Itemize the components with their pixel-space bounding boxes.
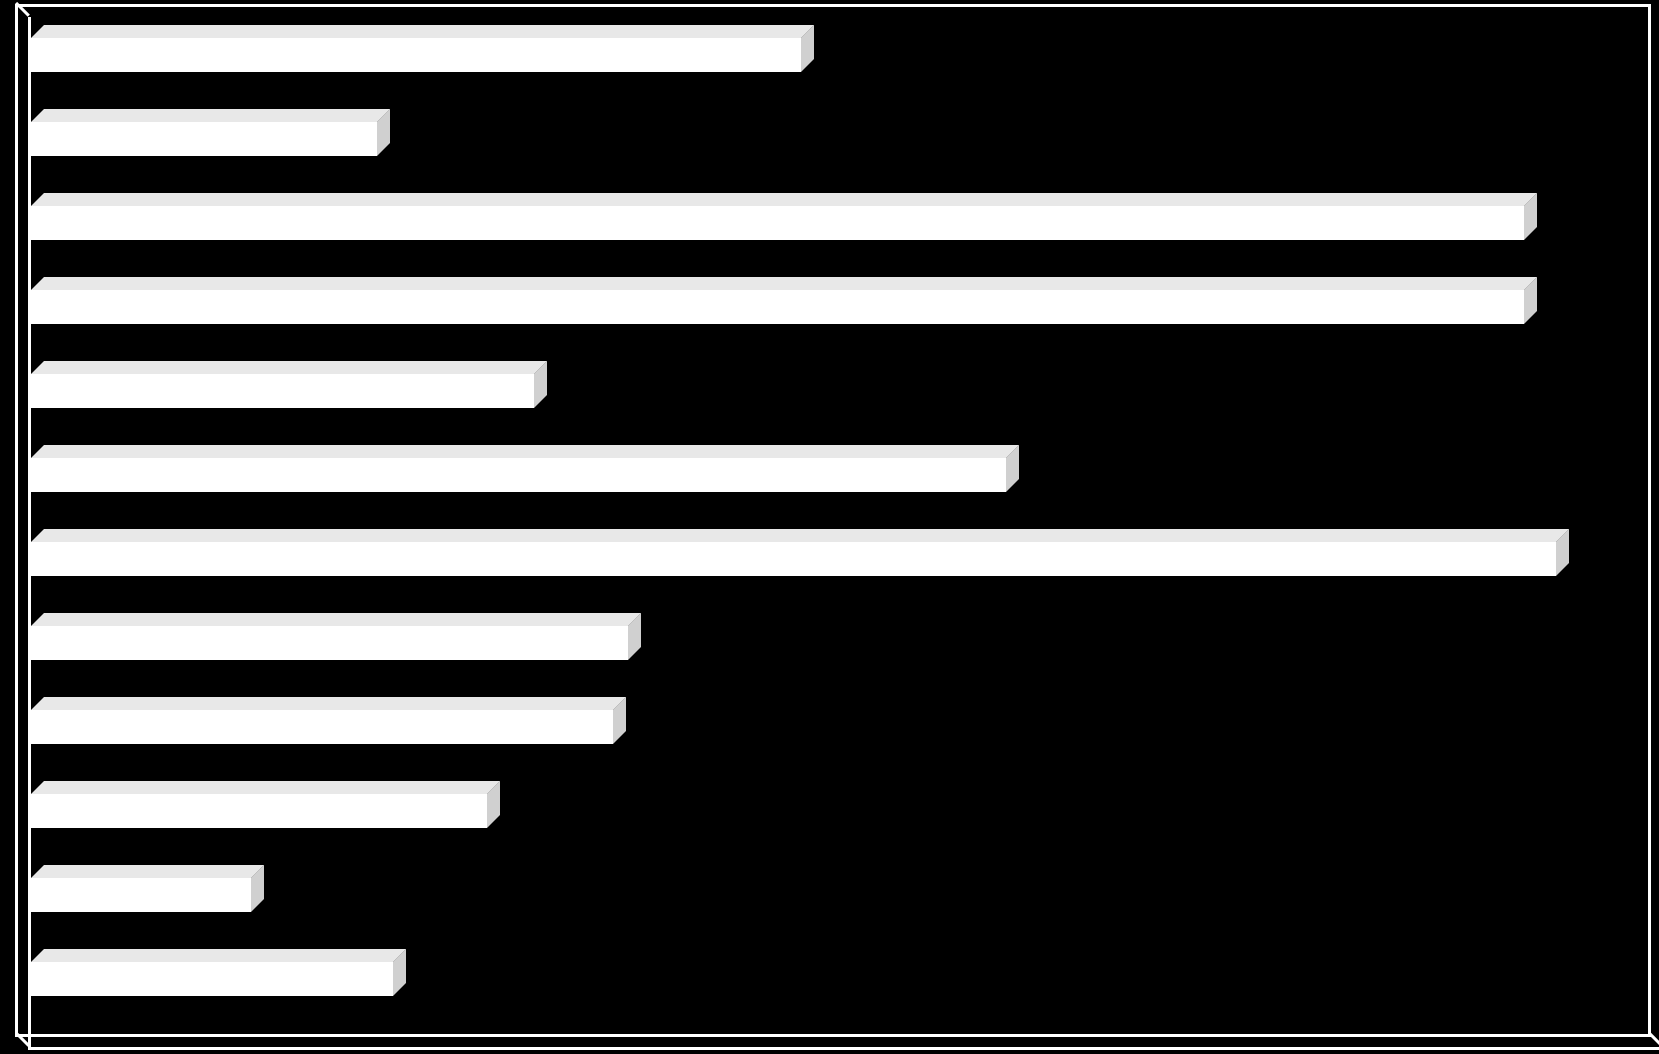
bar — [31, 206, 1524, 240]
bar — [31, 38, 801, 72]
bar — [31, 374, 534, 408]
bar-3d-top — [31, 109, 390, 122]
bar — [31, 710, 613, 744]
axis-3d-diag-bottom-right — [1648, 1032, 1659, 1047]
axis-3d-back-vertical — [15, 4, 18, 1034]
bar — [31, 542, 1556, 576]
horizontal-bar-chart — [0, 0, 1659, 1054]
axis-3d-back-top — [15, 4, 1651, 7]
bar-3d-top — [31, 193, 1537, 206]
bar-3d-top — [31, 781, 500, 794]
bar — [31, 878, 251, 912]
bar — [31, 626, 628, 660]
bar-3d-top — [31, 277, 1537, 290]
bar-3d-top — [31, 529, 1569, 542]
bar-3d-top — [31, 697, 626, 710]
bar — [31, 122, 377, 156]
bar-3d-top — [31, 865, 264, 878]
bar — [31, 458, 1006, 492]
axis-3d-back-horizontal — [15, 1034, 1651, 1037]
axis-3d-back-right — [1648, 4, 1651, 1037]
bar — [31, 794, 487, 828]
bar — [31, 962, 393, 996]
bar-3d-top — [31, 25, 814, 38]
bar-3d-top — [31, 613, 641, 626]
x-axis — [28, 1047, 1659, 1050]
bar-3d-top — [31, 949, 406, 962]
bar-3d-top — [31, 445, 1019, 458]
bar — [31, 290, 1524, 324]
bar-3d-top — [31, 361, 547, 374]
